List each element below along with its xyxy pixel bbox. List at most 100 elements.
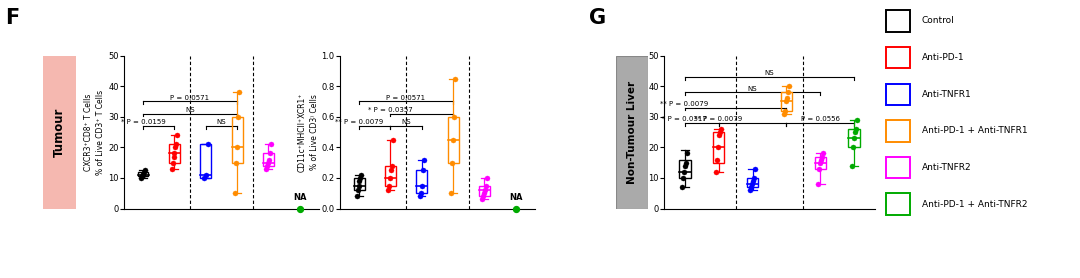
Point	[227, 160, 244, 165]
Text: P = 0.0556: P = 0.0556	[801, 116, 840, 122]
Point	[676, 163, 693, 168]
Point	[411, 191, 429, 195]
Text: Anti-TNFR1: Anti-TNFR1	[921, 90, 971, 99]
Point	[446, 115, 463, 119]
Text: ** P = 0.0079: ** P = 0.0079	[335, 119, 383, 125]
Point	[133, 174, 150, 178]
Bar	[416, 170, 428, 193]
Text: F: F	[5, 8, 19, 28]
Point	[780, 84, 797, 88]
Text: P = 0.0571: P = 0.0571	[171, 95, 210, 101]
Point	[708, 157, 726, 162]
Point	[674, 185, 691, 189]
Text: Anti-TNFR2: Anti-TNFR2	[921, 163, 971, 172]
Point	[843, 163, 861, 168]
Point	[775, 111, 793, 116]
Point	[475, 191, 492, 195]
Point	[410, 194, 428, 198]
Bar	[200, 144, 212, 178]
Bar	[886, 157, 910, 178]
Text: Control: Control	[921, 16, 955, 26]
Point	[846, 136, 863, 140]
Point	[778, 99, 795, 104]
Text: NS: NS	[747, 86, 757, 91]
Bar	[814, 157, 826, 169]
Point	[813, 154, 831, 159]
Point	[226, 191, 243, 195]
Point	[444, 160, 461, 165]
Point	[135, 172, 152, 176]
Point	[382, 168, 400, 172]
Point	[166, 145, 184, 150]
Text: G: G	[589, 8, 606, 28]
Point	[743, 182, 760, 186]
Point	[136, 168, 153, 172]
Point	[814, 151, 832, 156]
Point	[810, 167, 827, 171]
Point	[261, 151, 279, 156]
Point	[675, 170, 692, 174]
Point	[445, 137, 462, 142]
Bar	[849, 129, 861, 147]
Point	[710, 145, 727, 150]
Point	[447, 76, 464, 81]
Point	[777, 108, 794, 113]
Bar	[478, 186, 490, 196]
Y-axis label: CXCR3⁺CD8⁺ T Cells
% of Live CD3⁺ T Cells: CXCR3⁺CD8⁺ T Cells % of Live CD3⁺ T Cell…	[624, 90, 645, 175]
Point	[713, 127, 730, 131]
Text: NS: NS	[217, 119, 226, 125]
Point	[194, 176, 212, 180]
Text: Anti-PD-1 + Anti-TNFR2: Anti-PD-1 + Anti-TNFR2	[921, 200, 1027, 208]
Point	[476, 188, 494, 192]
Text: NS: NS	[402, 119, 410, 125]
Point	[477, 183, 495, 188]
Bar	[262, 153, 274, 166]
Bar	[447, 117, 459, 163]
Text: NS: NS	[186, 107, 194, 113]
Point	[508, 206, 525, 211]
Point	[478, 176, 496, 180]
Point	[474, 197, 491, 202]
Text: NA: NA	[509, 193, 523, 202]
Point	[230, 115, 247, 119]
Point	[200, 142, 217, 147]
Point	[167, 133, 185, 137]
Point	[779, 96, 796, 101]
Y-axis label: CXCR3⁺CD8⁺ T Cells
% of Live CD3⁺ T Cells: CXCR3⁺CD8⁺ T Cells % of Live CD3⁺ T Cell…	[84, 90, 105, 175]
Point	[258, 167, 275, 171]
Point	[811, 160, 828, 165]
Text: NA: NA	[293, 193, 307, 202]
Text: * P = 0.0357: * P = 0.0357	[368, 107, 413, 113]
Bar	[886, 10, 910, 32]
Text: Tumour: Tumour	[53, 107, 66, 157]
Point	[352, 173, 369, 177]
Point	[231, 90, 248, 95]
Bar	[353, 178, 365, 190]
Y-axis label: CD11c⁺MHCII⁺XCR1⁺
% of Live CD3⁾ Cells: CD11c⁺MHCII⁺XCR1⁺ % of Live CD3⁾ Cells	[298, 92, 319, 172]
Text: P = 0.0571: P = 0.0571	[387, 95, 426, 101]
Point	[165, 154, 183, 159]
Bar	[137, 172, 148, 176]
Bar	[886, 84, 910, 105]
Bar	[886, 120, 910, 142]
Point	[845, 145, 862, 150]
Bar	[231, 117, 243, 163]
Bar	[168, 144, 180, 163]
Point	[707, 170, 725, 174]
Text: * P = 0.0317: * P = 0.0317	[662, 116, 707, 122]
Point	[381, 176, 399, 180]
Point	[379, 188, 396, 192]
Bar	[678, 160, 690, 178]
Point	[262, 142, 280, 147]
Point	[742, 188, 759, 192]
Point	[260, 157, 278, 162]
Point	[164, 160, 181, 165]
Point	[712, 130, 729, 134]
Point	[348, 194, 365, 198]
Point	[259, 160, 276, 165]
Point	[352, 176, 369, 180]
Point	[380, 183, 397, 188]
Point	[780, 90, 797, 95]
Text: NS: NS	[765, 70, 774, 76]
Bar	[886, 193, 910, 215]
